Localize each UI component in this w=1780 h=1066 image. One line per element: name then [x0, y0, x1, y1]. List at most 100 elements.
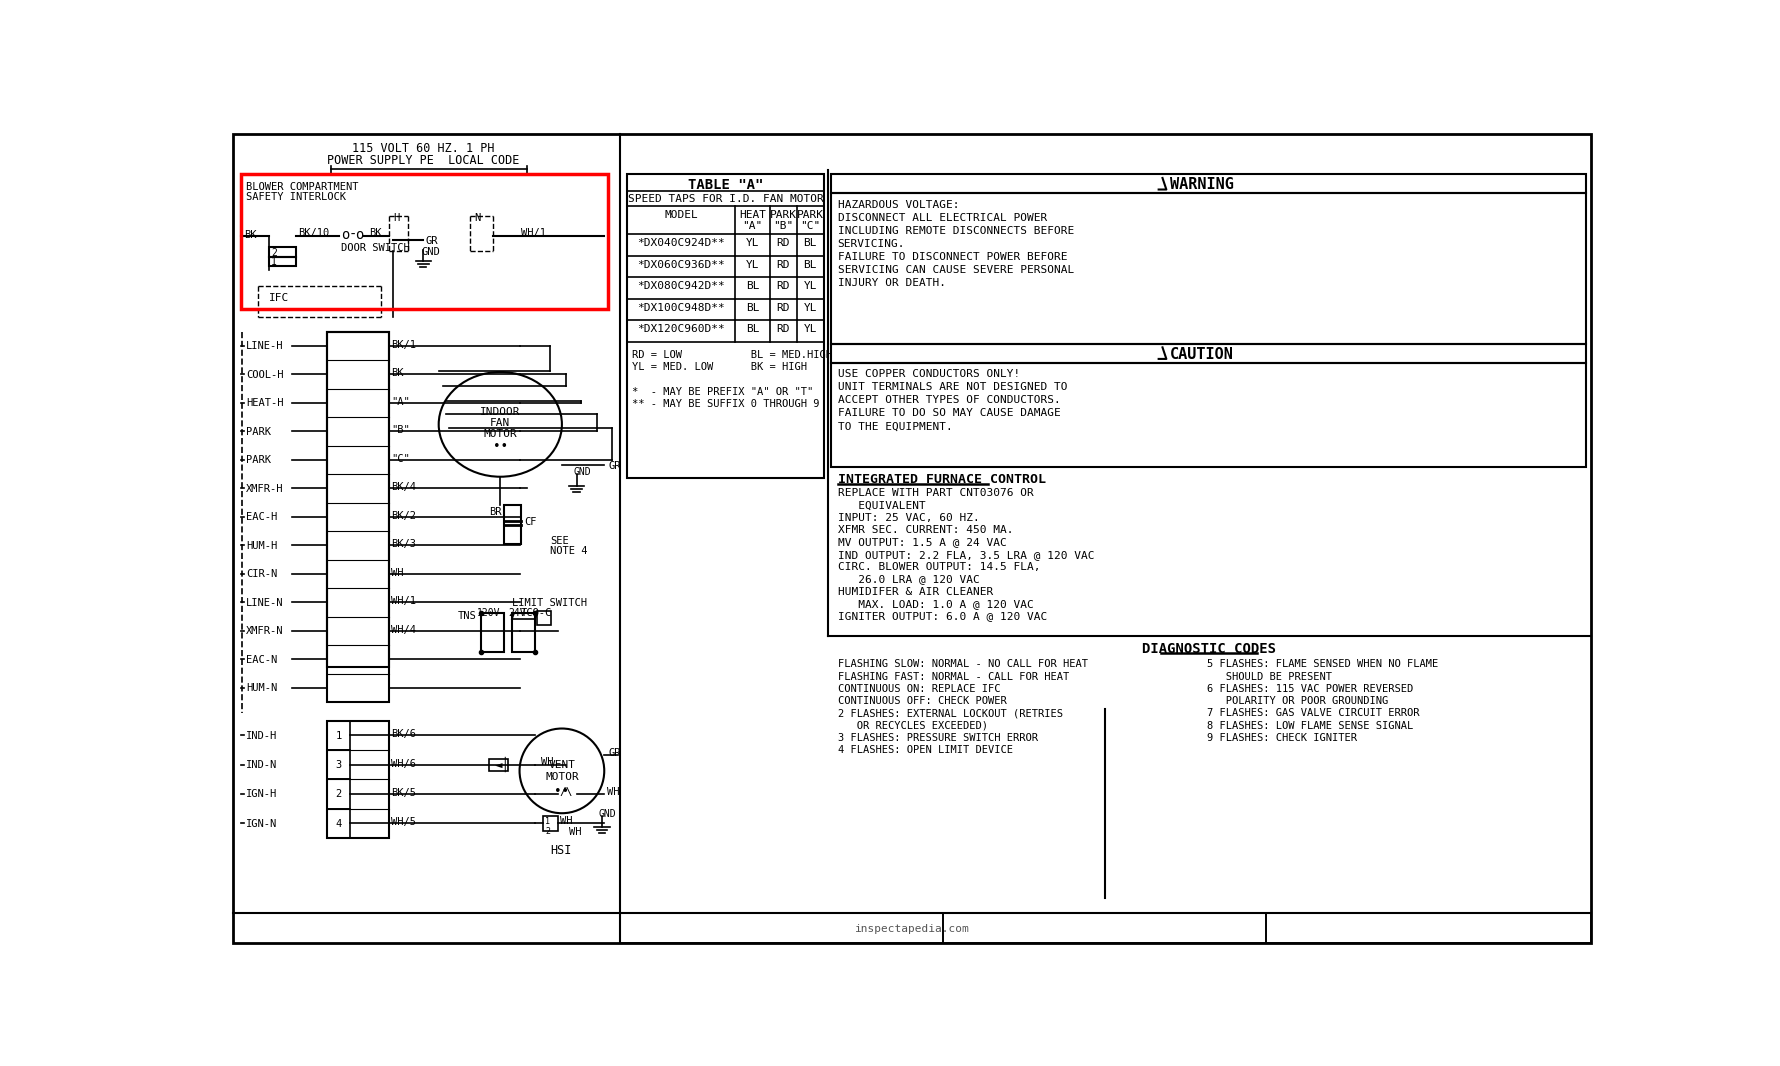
- Text: HUM-N: HUM-N: [246, 683, 278, 693]
- Bar: [328, 721, 351, 750]
- Text: *DX080C942D**: *DX080C942D**: [637, 281, 724, 291]
- Text: ◄│: ◄│: [495, 757, 509, 773]
- Text: 1: 1: [271, 257, 276, 268]
- Text: 6 FLASHES: 115 VAC POWER REVERSED: 6 FLASHES: 115 VAC POWER REVERSED: [1207, 684, 1413, 694]
- Bar: [328, 332, 388, 702]
- Text: UNIT TERMINALS ARE NOT DESIGNED TO: UNIT TERMINALS ARE NOT DESIGNED TO: [838, 382, 1066, 392]
- Text: MODEL: MODEL: [664, 210, 698, 220]
- Text: 26.0 LRA @ 120 VAC: 26.0 LRA @ 120 VAC: [838, 575, 979, 584]
- Bar: [831, 193, 1586, 343]
- Text: RD: RD: [776, 238, 790, 248]
- Text: COOL-H: COOL-H: [246, 370, 283, 379]
- Text: YL = MED. LOW      BK = HIGH: YL = MED. LOW BK = HIGH: [632, 362, 806, 372]
- Text: YL: YL: [803, 303, 817, 312]
- Bar: [328, 779, 351, 809]
- Text: 2: 2: [335, 789, 342, 800]
- Text: REPLACE WITH PART CNT03076 OR: REPLACE WITH PART CNT03076 OR: [838, 488, 1034, 498]
- Text: 9 FLASHES: CHECK IGNITER: 9 FLASHES: CHECK IGNITER: [1207, 733, 1356, 743]
- Text: RD: RD: [776, 324, 790, 335]
- Text: 1: 1: [335, 731, 342, 741]
- Text: RD = LOW           BL = MED.HIGH: RD = LOW BL = MED.HIGH: [632, 350, 831, 359]
- Text: CONTINUOUS ON: REPLACE IFC: CONTINUOUS ON: REPLACE IFC: [838, 684, 1000, 694]
- Text: 3: 3: [335, 760, 342, 770]
- Text: INPUT: 25 VAC, 60 HZ.: INPUT: 25 VAC, 60 HZ.: [838, 513, 979, 523]
- Bar: [619, 914, 943, 942]
- Text: WARNING: WARNING: [1169, 177, 1234, 192]
- Text: INDOOR: INDOOR: [481, 407, 520, 418]
- Text: SERVICING.: SERVICING.: [838, 239, 904, 248]
- Text: FLASHING FAST: NORMAL - CALL FOR HEAT: FLASHING FAST: NORMAL - CALL FOR HEAT: [838, 672, 1068, 681]
- Text: H: H: [393, 212, 399, 223]
- Text: DOOR SWITCH: DOOR SWITCH: [342, 243, 409, 254]
- Text: ••: ••: [554, 785, 570, 797]
- Text: HUM-H: HUM-H: [246, 540, 278, 551]
- Text: inspectapedia.com: inspectapedia.com: [854, 924, 970, 934]
- Text: ACCEPT OTHER TYPES OF CONDUCTORS.: ACCEPT OTHER TYPES OF CONDUCTORS.: [838, 395, 1061, 405]
- Text: BLOWER COMPARTMENT: BLOWER COMPARTMENT: [246, 182, 360, 192]
- Text: USE COPPER CONDUCTORS ONLY!: USE COPPER CONDUCTORS ONLY!: [838, 369, 1020, 378]
- Text: YL: YL: [803, 324, 817, 335]
- Text: IND-H: IND-H: [246, 731, 278, 741]
- Text: GND: GND: [422, 247, 440, 257]
- Bar: [328, 332, 388, 667]
- Bar: [504, 505, 522, 544]
- Text: SPEED TAPS FOR I.D. FAN MOTOR: SPEED TAPS FOR I.D. FAN MOTOR: [628, 194, 824, 205]
- Bar: [831, 362, 1586, 467]
- Text: XMFR-N: XMFR-N: [246, 626, 283, 636]
- Text: BK/4: BK/4: [392, 482, 417, 492]
- Text: HAZARDOUS VOLTAGE:: HAZARDOUS VOLTAGE:: [838, 199, 959, 210]
- Bar: [627, 174, 824, 479]
- Text: POWER SUPPLY PE  LOCAL CODE: POWER SUPPLY PE LOCAL CODE: [328, 155, 520, 167]
- Text: NOTE 4: NOTE 4: [550, 546, 587, 556]
- Text: RD: RD: [776, 281, 790, 291]
- Text: LIMIT SWITCH: LIMIT SWITCH: [513, 598, 587, 608]
- Text: FAILURE TO DISCONNECT POWER BEFORE: FAILURE TO DISCONNECT POWER BEFORE: [838, 252, 1066, 262]
- Text: INTEGRATED FURNACE CONTROL: INTEGRATED FURNACE CONTROL: [838, 473, 1045, 486]
- Text: IND-N: IND-N: [246, 760, 278, 770]
- Text: POLARITY OR POOR GROUNDING: POLARITY OR POOR GROUNDING: [1207, 696, 1388, 706]
- Text: TABLE "A": TABLE "A": [687, 178, 764, 192]
- Text: LINE-H: LINE-H: [246, 341, 283, 351]
- Text: GR: GR: [609, 747, 621, 758]
- Text: CIRC. BLOWER OUTPUT: 14.5 FLA,: CIRC. BLOWER OUTPUT: 14.5 FLA,: [838, 562, 1040, 572]
- Text: IGNITER OUTPUT: 6.0 A @ 120 VAC: IGNITER OUTPUT: 6.0 A @ 120 VAC: [838, 612, 1047, 621]
- Text: FAN: FAN: [490, 418, 511, 429]
- Text: *DX060C936D**: *DX060C936D**: [637, 260, 724, 270]
- Text: GND: GND: [598, 809, 616, 820]
- Text: 8 FLASHES: LOW FLAME SENSE SIGNAL: 8 FLASHES: LOW FLAME SENSE SIGNAL: [1207, 721, 1413, 731]
- Text: CIR-N: CIR-N: [246, 569, 278, 579]
- Text: 2: 2: [271, 248, 276, 258]
- Bar: [240, 174, 609, 309]
- Text: BK: BK: [244, 230, 256, 240]
- Text: BK/10: BK/10: [297, 228, 329, 238]
- Text: LINE-N: LINE-N: [246, 598, 283, 608]
- Text: ••: ••: [493, 440, 507, 453]
- Text: BK/3: BK/3: [392, 539, 417, 549]
- Text: PARK
"B": PARK "B": [769, 210, 797, 231]
- Bar: [269, 247, 295, 257]
- Text: CAUTION: CAUTION: [1169, 346, 1234, 361]
- Text: SAFETY INTERLOCK: SAFETY INTERLOCK: [246, 192, 345, 201]
- Text: HUMIDIFER & AIR CLEANER: HUMIDIFER & AIR CLEANER: [838, 587, 993, 597]
- Bar: [328, 721, 388, 838]
- Text: EAC-N: EAC-N: [246, 655, 278, 664]
- Bar: [543, 815, 559, 830]
- Text: YL: YL: [746, 260, 760, 270]
- Text: FLASHING SLOW: NORMAL - NO CALL FOR HEAT: FLASHING SLOW: NORMAL - NO CALL FOR HEAT: [838, 659, 1088, 669]
- Text: TCO-C: TCO-C: [522, 608, 552, 617]
- Text: RD: RD: [776, 260, 790, 270]
- Text: FAILURE TO DO SO MAY CAUSE DAMAGE: FAILURE TO DO SO MAY CAUSE DAMAGE: [838, 408, 1061, 418]
- Text: IFC: IFC: [269, 293, 290, 304]
- Text: TO THE EQUIPMENT.: TO THE EQUIPMENT.: [838, 421, 952, 432]
- Text: ** - MAY BE SUFFIX 0 THROUGH 9: ** - MAY BE SUFFIX 0 THROUGH 9: [632, 399, 819, 409]
- Text: PARK
"C": PARK "C": [797, 210, 824, 231]
- Text: 7 FLASHES: GAS VALVE CIRCUIT ERROR: 7 FLASHES: GAS VALVE CIRCUIT ERROR: [1207, 709, 1420, 718]
- Text: 120V: 120V: [477, 608, 500, 617]
- Text: 3 FLASHES: PRESSURE SWITCH ERROR: 3 FLASHES: PRESSURE SWITCH ERROR: [838, 733, 1038, 743]
- Text: RD: RD: [776, 303, 790, 312]
- Text: N: N: [473, 212, 481, 223]
- Text: BL: BL: [746, 324, 760, 335]
- Bar: [490, 759, 507, 771]
- Text: MOTOR: MOTOR: [484, 429, 518, 439]
- Text: EAC-H: EAC-H: [246, 512, 278, 522]
